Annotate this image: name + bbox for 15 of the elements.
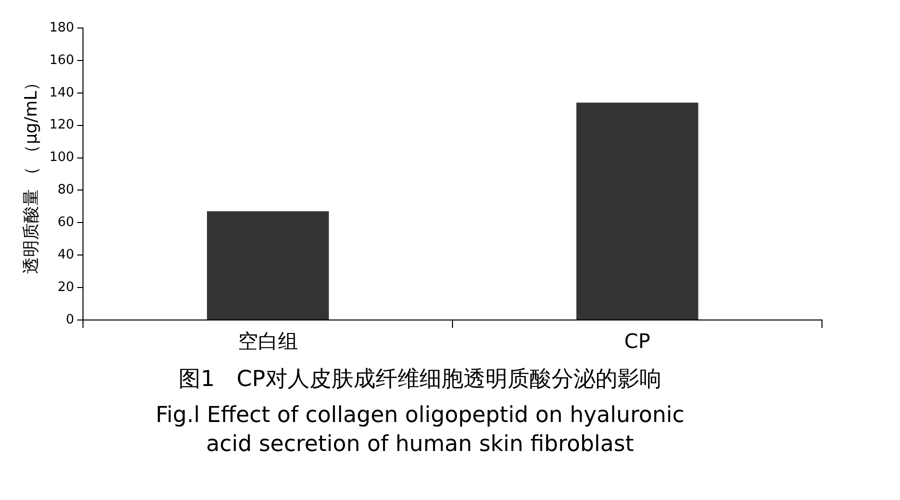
- y-tick-label: 100: [49, 150, 74, 166]
- y-tick-label: 60: [58, 215, 74, 230]
- y-tick-label: 180: [49, 20, 74, 36]
- y-tick-label: 120: [49, 118, 74, 133]
- y-tick-label: 80: [58, 182, 74, 198]
- y-axis-title: 透明质酸量 （ （μg/mL）: [22, 74, 42, 274]
- text: Fig.l Effect of collagen oligopeptid on hyaluronic acid secretion of human skin fibroblast: [154, 402, 686, 459]
- text: 图1 CP对人皮肤成纤维细胞透明质酸分泌的影响: [178, 366, 662, 394]
- y-tick-label: 140: [49, 85, 74, 100]
- y-tick-label: 160: [49, 52, 74, 68]
- x-tick-label: CP: [624, 329, 650, 354]
- y-tick-label: 0: [66, 312, 74, 328]
- y-tick-label: 20: [58, 280, 74, 295]
- x-tick-label: 空白组: [238, 329, 298, 354]
- y-tick-label: 40: [58, 247, 74, 262]
